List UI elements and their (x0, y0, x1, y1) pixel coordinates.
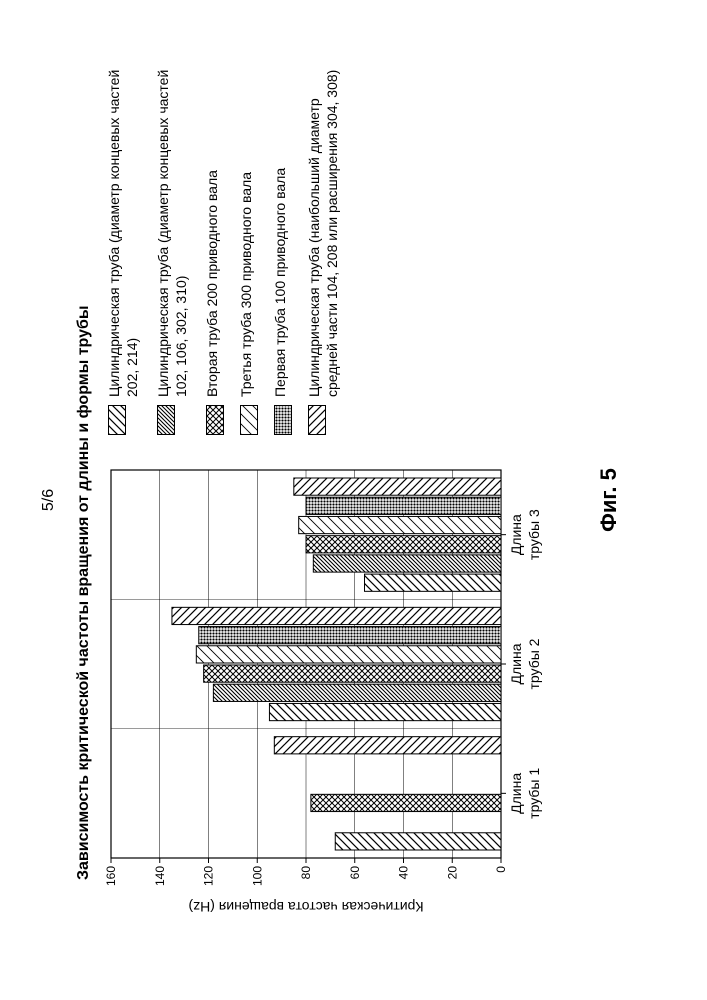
legend-swatch (274, 405, 292, 435)
legend-swatch (240, 405, 258, 435)
legend-label: Вторая труба 200 приводного вала (204, 170, 222, 397)
svg-text:120: 120 (202, 866, 216, 886)
legend-label: Цилиндрическая труба (диаметр концевых ч… (155, 55, 190, 397)
legend-item: Цилиндрическая труба (диаметр концевых ч… (106, 55, 141, 435)
svg-text:160: 160 (104, 866, 118, 886)
legend-label: Цилиндрическая труба (диаметр концевых ч… (106, 55, 141, 397)
legend-item: Первая труба 100 приводного вала (272, 55, 292, 435)
svg-text:трубы 1: трубы 1 (526, 768, 542, 819)
svg-text:Длина: Длина (508, 773, 524, 814)
svg-text:60: 60 (348, 866, 362, 880)
svg-text:100: 100 (250, 866, 264, 886)
svg-text:Длина: Длина (508, 643, 524, 684)
svg-text:140: 140 (153, 866, 167, 886)
legend-swatch (108, 405, 126, 435)
svg-text:Длина: Длина (508, 514, 524, 555)
legend-item: Вторая труба 200 приводного вала (204, 55, 224, 435)
legend-item: Цилиндрическая труба (диаметр концевых ч… (155, 55, 190, 435)
legend-swatch (206, 405, 224, 435)
chart-title: Зависимость критической частоты вращения… (75, 50, 93, 880)
svg-text:80: 80 (299, 866, 313, 880)
figure-label: Фиг. 5 (596, 0, 622, 1000)
svg-text:40: 40 (397, 866, 411, 880)
svg-text:трубы 3: трубы 3 (526, 509, 542, 560)
legend-swatch (157, 405, 175, 435)
legend: Цилиндрическая труба (диаметр концевых ч… (106, 55, 355, 435)
svg-text:20: 20 (445, 866, 459, 880)
bar-chart: 0 20 40 60 80 100 120 140 160 Критическая частота… (101, 460, 566, 920)
svg-text:Критическая частота вращения (: Критическая частота вращения (Hz) (188, 899, 423, 915)
svg-text:трубы 2: трубы 2 (526, 638, 542, 689)
page-number: 5/6 (40, 489, 58, 511)
legend-item: Третья труба 300 приводного вала (238, 55, 258, 435)
legend-label: Третья труба 300 приводного вала (238, 172, 256, 397)
legend-swatch (308, 405, 326, 435)
legend-item: Цилиндрическая труба (наибольший диаметр… (306, 55, 341, 435)
legend-label: Цилиндрическая труба (наибольший диаметр… (306, 55, 341, 397)
svg-text:0: 0 (494, 866, 508, 873)
legend-label: Первая труба 100 приводного вала (272, 168, 290, 397)
